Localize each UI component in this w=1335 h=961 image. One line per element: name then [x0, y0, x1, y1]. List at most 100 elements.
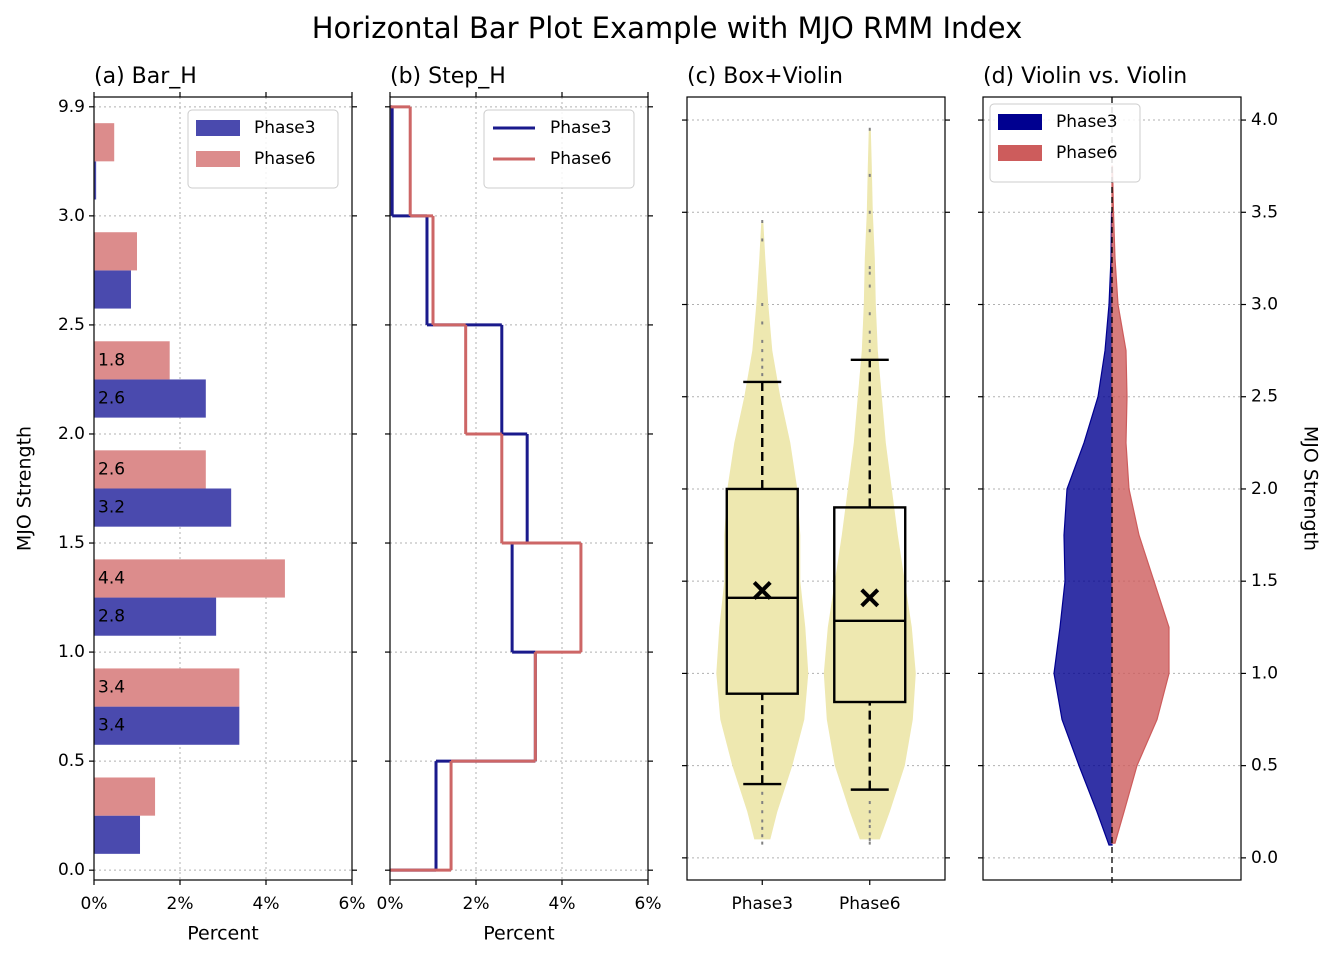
box: [833, 506, 907, 704]
bar: [94, 379, 206, 418]
y-tick-label: 1.0: [58, 642, 85, 662]
bar: [94, 161, 97, 200]
legend-label: Phase6: [550, 149, 612, 169]
flier: [761, 339, 764, 343]
panel-title: (b) Step_H: [390, 64, 506, 89]
y-tick-label: 3.5: [1251, 202, 1278, 222]
x-tick-label: 2%: [167, 894, 194, 914]
y-axis-label: MJO Strength: [14, 426, 36, 551]
flier: [761, 834, 764, 838]
legend-patch: [998, 114, 1042, 130]
flier: [868, 832, 871, 836]
bar: [94, 232, 137, 271]
flier: [761, 801, 764, 805]
y-tick-label: 3.0: [1251, 295, 1278, 315]
flier: [868, 127, 871, 131]
y-tick-label: 1.5: [1251, 571, 1278, 591]
figure-title: Horizontal Bar Plot Example with MJO RMM…: [312, 11, 1023, 45]
value-label: 2.6: [98, 459, 125, 479]
value-label: 1.8: [98, 350, 125, 370]
bar: [94, 706, 240, 745]
x-tick-label: 0%: [81, 894, 108, 914]
flier: [761, 365, 764, 369]
y-tick-label: 0.0: [1251, 848, 1278, 868]
x-tick-label: 6%: [635, 894, 662, 914]
y-tick-label: 4.0: [1251, 110, 1278, 130]
x-tick-label: 0%: [377, 894, 404, 914]
value-label: 3.4: [98, 678, 125, 698]
flier: [761, 826, 764, 830]
legend-label: Phase6: [1056, 143, 1118, 163]
x-tick-label: 2%: [463, 894, 490, 914]
flier: [761, 349, 764, 353]
y-tick-label: 0.0: [58, 860, 85, 880]
flier: [868, 173, 871, 177]
flier: [761, 238, 764, 242]
y-tick-label: 3.0: [58, 206, 85, 226]
flier: [868, 819, 871, 823]
panel-title: (a) Bar_H: [94, 64, 197, 89]
y-tick-label: 2.5: [58, 315, 85, 335]
violin: [823, 129, 916, 840]
legend-patch: [196, 151, 240, 167]
value-label: 3.4: [98, 716, 125, 736]
flier: [868, 330, 871, 334]
flier: [868, 841, 871, 845]
axes-frame: [982, 96, 1242, 881]
x-axis-label: Percent: [483, 923, 555, 945]
flier: [868, 284, 871, 288]
flier: [868, 271, 871, 275]
mean-marker: [752, 580, 772, 600]
flier: [868, 339, 871, 343]
legend-label: Phase3: [1056, 112, 1118, 132]
value-label: 3.2: [98, 498, 125, 518]
axes-frame: [686, 96, 946, 881]
y-tick-label: 0.5: [1251, 756, 1278, 776]
flier: [868, 810, 871, 814]
flier: [761, 358, 764, 362]
y-tick-label: 2.5: [1251, 387, 1278, 407]
flier: [868, 349, 871, 353]
y-tick-label: 1.5: [58, 533, 85, 553]
legend-patch: [196, 120, 240, 136]
x-axis-label: Percent: [187, 923, 259, 945]
bar: [94, 777, 156, 816]
x-tick-label: Phase6: [839, 894, 901, 914]
bar: [94, 668, 240, 707]
bar: [94, 597, 217, 636]
value-label: 4.4: [98, 568, 125, 588]
legend-label: Phase6: [254, 149, 316, 169]
flier: [868, 266, 871, 270]
y-tick-label: 9.9: [58, 97, 85, 117]
y-tick-label: 2.0: [58, 424, 85, 444]
bar: [94, 815, 141, 854]
y-tick-label: 2.0: [1251, 479, 1278, 499]
mean-marker: [860, 588, 880, 608]
bar: [94, 270, 131, 309]
half-violin: [1111, 165, 1170, 844]
x-tick-label: 6%: [339, 894, 366, 914]
flier: [868, 837, 871, 841]
flier: [761, 373, 764, 377]
value-label: 2.8: [98, 607, 125, 627]
box: [725, 487, 799, 695]
axes-frame: [93, 96, 353, 881]
axes-frame: [389, 96, 649, 881]
flier: [761, 791, 764, 795]
y-tick-label: 1.0: [1251, 663, 1278, 683]
bar: [94, 559, 285, 598]
x-tick-label: 4%: [549, 894, 576, 914]
panel-title: (c) Box+Violin: [687, 64, 843, 89]
flier: [868, 825, 871, 829]
flier: [761, 303, 764, 307]
flier: [868, 229, 871, 233]
panel-title: (d) Violin vs. Violin: [983, 64, 1187, 89]
legend-label: Phase3: [254, 118, 316, 138]
flier: [761, 220, 764, 224]
flier: [761, 810, 764, 814]
bar: [94, 488, 232, 527]
flier: [868, 312, 871, 316]
value-label: 2.6: [98, 389, 125, 409]
violin: [716, 221, 809, 840]
bar: [94, 341, 170, 380]
